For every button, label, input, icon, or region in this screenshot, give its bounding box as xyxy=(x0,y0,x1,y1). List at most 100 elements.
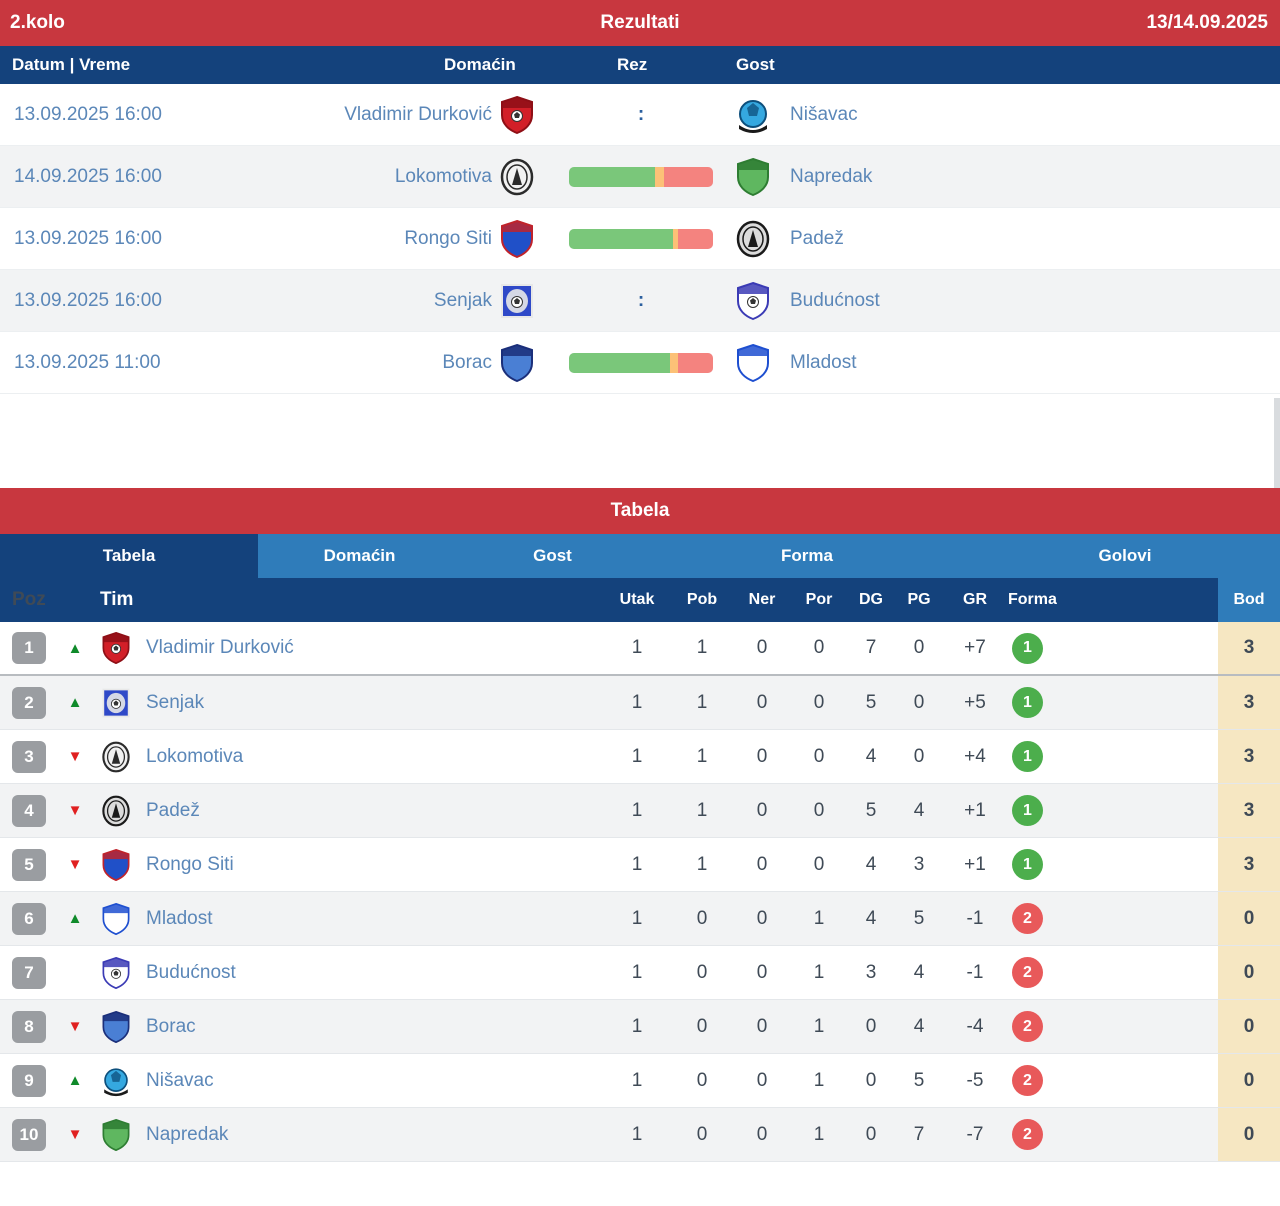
stat-pob: 0 xyxy=(696,1069,708,1091)
position-badge: 1 xyxy=(12,632,46,664)
stat-ner: 0 xyxy=(756,745,768,767)
stat-por: 1 xyxy=(813,1123,825,1145)
scrollbar-track[interactable] xyxy=(1274,398,1280,508)
match-away-team[interactable]: Mladost xyxy=(790,351,857,373)
stat-utak: 1 xyxy=(631,961,643,983)
match-away-team[interactable]: Budućnost xyxy=(790,289,880,311)
stat-ner: 0 xyxy=(756,853,768,875)
crest-mladost xyxy=(734,343,772,383)
standings-row[interactable]: 1 ▲ Vladimir Durković 1 1 0 0 7 0 +7 1 3 xyxy=(0,622,1280,676)
tab-label: Forma xyxy=(781,546,833,565)
form-indicator[interactable]: 2 xyxy=(1012,1011,1043,1042)
crest-lokomotiva xyxy=(498,157,536,197)
move-up-icon: ▲ xyxy=(67,639,83,657)
team-name[interactable]: Napredak xyxy=(146,1123,229,1145)
col-pob: Pob xyxy=(686,591,718,608)
match-home-team[interactable]: Senjak xyxy=(433,289,492,311)
position-badge: 8 xyxy=(12,1010,46,1043)
standings-row[interactable]: 7 Budućnost 1 0 0 1 3 4 -1 2 0 xyxy=(0,946,1280,1000)
tab-golovi[interactable]: Golovi xyxy=(970,534,1280,578)
standings-row[interactable]: 6 ▲ Mladost 1 0 0 1 4 5 -1 2 0 xyxy=(0,892,1280,946)
col-ner: Ner xyxy=(748,591,776,608)
match-home-team[interactable]: Rongo Siti xyxy=(404,227,492,249)
stat-utak: 1 xyxy=(631,745,643,767)
results-spacer xyxy=(0,394,1280,488)
form-indicator[interactable]: 1 xyxy=(1012,849,1043,880)
match-row[interactable]: 14.09.2025 16:00 Lokomotiva Nap xyxy=(0,146,1280,208)
standings-column-header: Poz Tim Utak Pob Ner Por DG PG GR Forma … xyxy=(0,578,1280,622)
stat-dg: 4 xyxy=(865,745,877,767)
team-name[interactable]: Mladost xyxy=(146,907,213,929)
team-name[interactable]: Budućnost xyxy=(146,961,236,983)
tab-tabela[interactable]: Tabela xyxy=(0,534,258,578)
stat-pg: 3 xyxy=(913,853,925,875)
stat-gr: -7 xyxy=(966,1123,984,1145)
points-cell: 0 xyxy=(1218,1108,1280,1161)
crest-borac xyxy=(100,1010,132,1044)
match-datetime: 13.09.2025 16:00 xyxy=(14,289,162,311)
crest-padez xyxy=(100,794,132,828)
stat-utak: 1 xyxy=(631,907,643,929)
stat-utak: 1 xyxy=(631,1015,643,1037)
form-indicator[interactable]: 1 xyxy=(1012,632,1043,664)
match-row[interactable]: 13.09.2025 16:00 Vladimir Durković : Niš… xyxy=(0,84,1280,146)
standings-row[interactable]: 2 ▲ Senjak 1 1 0 0 5 0 +5 1 3 xyxy=(0,676,1280,730)
form-indicator[interactable]: 2 xyxy=(1012,957,1043,988)
form-indicator[interactable]: 1 xyxy=(1012,687,1043,718)
form-indicator[interactable]: 2 xyxy=(1012,903,1043,934)
move-down-icon: ▼ xyxy=(67,1018,83,1035)
standings-row[interactable]: 9 ▲ Nišavac 1 0 0 1 0 5 -5 2 0 xyxy=(0,1054,1280,1108)
form-indicator[interactable]: 2 xyxy=(1012,1119,1043,1150)
form-indicator[interactable]: 2 xyxy=(1012,1065,1043,1096)
match-score: : xyxy=(637,103,645,125)
standings-row[interactable]: 5 ▼ Rongo Siti 1 1 0 0 4 3 +1 1 3 xyxy=(0,838,1280,892)
team-name[interactable]: Nišavac xyxy=(146,1069,214,1091)
match-row[interactable]: 13.09.2025 11:00 Borac Mladost xyxy=(0,332,1280,394)
form-indicator[interactable]: 1 xyxy=(1012,741,1043,772)
move-down-icon: ▼ xyxy=(67,1126,83,1143)
position-badge: 7 xyxy=(12,956,46,989)
col-bod-wrap: Bod xyxy=(1218,578,1280,622)
match-home-team[interactable]: Vladimir Durković xyxy=(344,103,492,125)
team-name[interactable]: Padež xyxy=(146,799,200,821)
standings-row[interactable]: 4 ▼ Padež 1 1 0 0 5 4 +1 1 3 xyxy=(0,784,1280,838)
team-logo-wrap xyxy=(100,794,132,828)
team-name[interactable]: Lokomotiva xyxy=(146,745,244,767)
match-away-team[interactable]: Nišavac xyxy=(790,103,858,125)
stat-pg: 0 xyxy=(913,637,925,658)
match-row[interactable]: 13.09.2025 16:00 Senjak : Budućnost xyxy=(0,270,1280,332)
match-odds-bar[interactable] xyxy=(569,166,713,187)
team-logo-wrap xyxy=(100,1010,132,1044)
team-name[interactable]: Senjak xyxy=(146,691,205,713)
match-home-team[interactable]: Lokomotiva xyxy=(394,165,492,187)
match-row[interactable]: 13.09.2025 16:00 Rongo Siti Pad xyxy=(0,208,1280,270)
position-badge: 10 xyxy=(12,1118,46,1151)
team-name[interactable]: Borac xyxy=(146,1015,196,1037)
standings-row[interactable]: 10 ▼ Napredak 1 0 0 1 0 7 -7 2 0 xyxy=(0,1108,1280,1162)
match-away-team[interactable]: Padež xyxy=(790,227,844,249)
tab-forma[interactable]: Forma xyxy=(644,534,970,578)
tab-domain[interactable]: Domaćin xyxy=(258,534,461,578)
standings-banner: Tabela xyxy=(0,488,1280,534)
results-column-header: Datum | Vreme Domaćin Rez Gost xyxy=(0,46,1280,84)
points-cell: 3 xyxy=(1218,730,1280,783)
match-odds-bar[interactable] xyxy=(569,352,713,373)
tab-gost[interactable]: Gost xyxy=(461,534,644,578)
standings-row[interactable]: 8 ▼ Borac 1 0 0 1 0 4 -4 2 0 xyxy=(0,1000,1280,1054)
stat-ner: 0 xyxy=(756,1123,768,1145)
crest-lokomotiva xyxy=(100,740,132,774)
stat-pob: 1 xyxy=(696,799,708,821)
team-name[interactable]: Rongo Siti xyxy=(146,853,234,875)
col-gost: Gost xyxy=(736,55,775,74)
form-indicator[interactable]: 1 xyxy=(1012,795,1043,826)
standings-row[interactable]: 3 ▼ Lokomotiva 1 1 0 0 4 0 +4 1 3 xyxy=(0,730,1280,784)
col-poz: Poz xyxy=(12,589,46,610)
match-odds-bar[interactable] xyxy=(569,228,713,249)
team-name[interactable]: Vladimir Durković xyxy=(146,637,294,658)
match-away-team[interactable]: Napredak xyxy=(790,165,873,187)
match-result-cell xyxy=(566,352,716,373)
match-home-team[interactable]: Borac xyxy=(442,351,492,373)
stat-pob: 1 xyxy=(696,853,708,875)
results-banner: 2.kolo Rezultati 13/14.09.2025 xyxy=(0,0,1280,46)
stat-utak: 1 xyxy=(631,1123,643,1145)
